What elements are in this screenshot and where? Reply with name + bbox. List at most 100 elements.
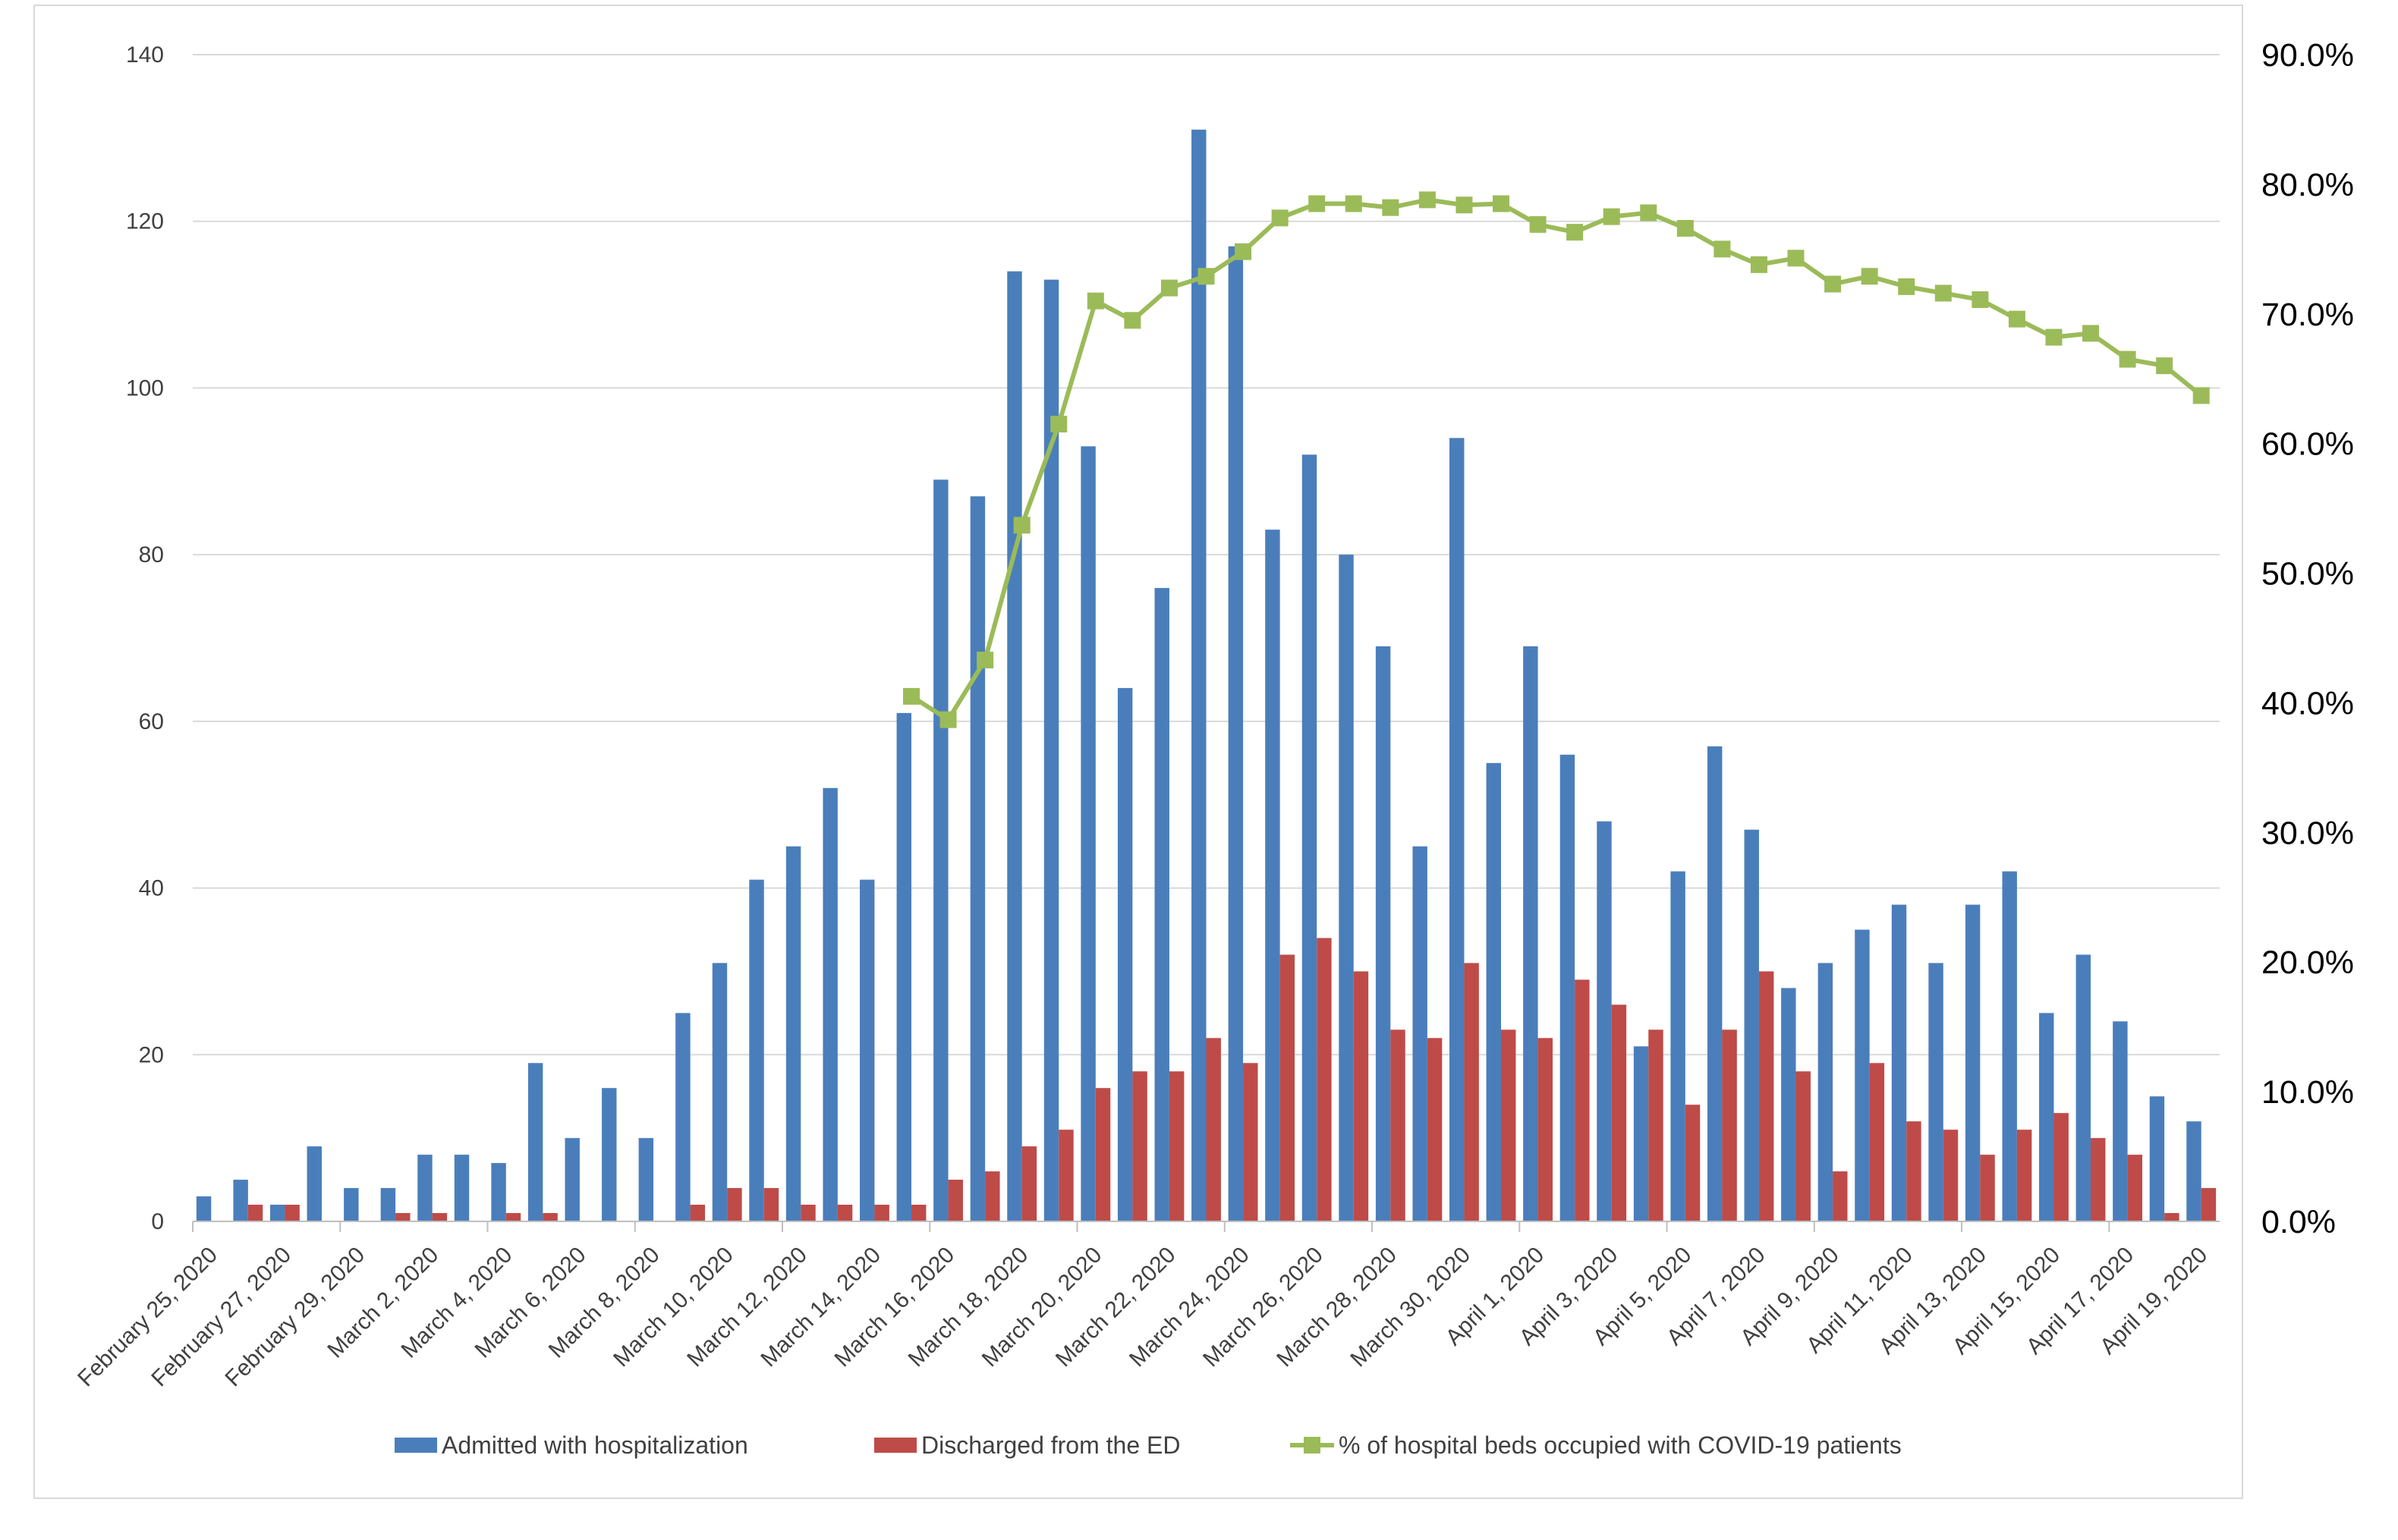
bar-discharged (2091, 1138, 2106, 1221)
occupancy-marker (902, 687, 920, 705)
y-tick-label: 100 (126, 376, 164, 401)
bar-discharged (1059, 1130, 1074, 1221)
bar-admitted (1707, 746, 1723, 1221)
bar-discharged (1869, 1063, 1885, 1221)
bar-admitted (1855, 929, 1870, 1221)
bar-admitted (344, 1188, 359, 1221)
legend-label: Discharged from the ED (921, 1432, 1180, 1459)
bar-discharged (763, 1188, 779, 1221)
legend-swatch-marker (1304, 1437, 1320, 1454)
legend-swatch (395, 1438, 437, 1453)
bar-admitted (1339, 555, 1354, 1221)
bar-discharged (247, 1205, 263, 1221)
y2-tick-label: 50.0% (2261, 556, 2354, 592)
bar-admitted (491, 1163, 506, 1221)
occupancy-marker (1235, 243, 1252, 260)
bar-admitted (1781, 988, 1796, 1221)
legend-swatch (874, 1438, 917, 1453)
bar-admitted (1744, 829, 1759, 1221)
occupancy-marker (1050, 416, 1068, 433)
bar-discharged (1722, 1029, 1737, 1221)
bar-discharged (1095, 1088, 1111, 1221)
bar-discharged (1537, 1038, 1553, 1221)
bar-discharged (543, 1213, 558, 1221)
bar-discharged (2164, 1213, 2179, 1221)
occupancy-marker (977, 652, 994, 669)
bar-discharged (985, 1171, 1000, 1221)
bar-admitted (1412, 846, 1427, 1221)
bar-discharged (1611, 1004, 1627, 1221)
bar-discharged (1943, 1130, 1959, 1221)
occupancy-marker (939, 711, 957, 728)
bar-discharged (1833, 1171, 1848, 1221)
y-tick-label: 40 (139, 876, 164, 901)
bar-admitted (1043, 279, 1059, 1222)
bar-admitted (1486, 762, 1502, 1221)
legend-label: Admitted with hospitalization (442, 1432, 748, 1459)
occupancy-marker (2119, 350, 2136, 368)
occupancy-marker (1824, 275, 1842, 293)
bar-admitted (1117, 687, 1133, 1221)
bar-admitted (1265, 530, 1280, 1221)
bar-discharged (505, 1213, 521, 1221)
occupancy-marker (1308, 195, 1326, 212)
bar-discharged (1464, 963, 1479, 1221)
occupancy-marker (1197, 268, 1215, 285)
y2-tick-label: 20.0% (2261, 944, 2354, 981)
bar-admitted (638, 1138, 654, 1221)
bar-discharged (727, 1188, 742, 1221)
bar-admitted (2149, 1096, 2165, 1221)
chart-frame (33, 5, 2243, 1499)
bar-admitted (196, 1196, 212, 1221)
y2-tick-label: 0.0% (2261, 1204, 2336, 1240)
bar-admitted (1154, 588, 1169, 1221)
occupancy-marker (1640, 204, 1657, 222)
occupancy-line-path (910, 197, 2203, 722)
bar-discharged (2016, 1130, 2032, 1221)
occupancy-line (902, 191, 2210, 728)
legend: Admitted with hospitalization Discharged … (395, 1432, 1902, 1459)
bar-admitted (2186, 1121, 2201, 1221)
bar-discharged (1501, 1029, 1516, 1221)
bar-discharged (432, 1213, 448, 1221)
bar-discharged (1575, 979, 1590, 1221)
occupancy-marker (1013, 517, 1031, 534)
y-tick-label: 120 (126, 209, 164, 234)
bar-admitted (1191, 129, 1207, 1221)
y-tick-label: 140 (126, 42, 164, 68)
bar-admitted (970, 496, 986, 1221)
bar-discharged (837, 1205, 853, 1221)
bar-discharged (1980, 1155, 1995, 1221)
occupancy-marker (1455, 196, 1473, 214)
bar-admitted (860, 879, 875, 1221)
bar-discharged (911, 1205, 927, 1221)
bar-admitted (269, 1205, 285, 1221)
occupancy-marker (1345, 195, 1362, 212)
occupancy-marker (1861, 268, 1878, 285)
y2-tick-label: 40.0% (2261, 685, 2354, 721)
bar-admitted (2075, 954, 2091, 1221)
occupancy-marker (2192, 387, 2210, 404)
bar-admitted (1891, 904, 1907, 1221)
occupancy-marker (1160, 279, 1178, 297)
x-tick-label: February 29, 2020 (221, 1243, 370, 1392)
bar-discharged (1169, 1071, 1185, 1221)
bar-admitted (749, 879, 764, 1221)
bar-admitted (933, 479, 949, 1221)
bar-admitted (454, 1155, 470, 1221)
occupancy-marker (1603, 208, 1620, 225)
bar-discharged (1243, 1063, 1258, 1221)
bar-discharged (395, 1213, 411, 1221)
bar-admitted (2113, 1021, 2128, 1221)
bar-discharged (1758, 971, 1774, 1221)
occupancy-marker (2082, 325, 2100, 342)
bar-discharged (2127, 1155, 2143, 1221)
bar-discharged (1795, 1071, 1811, 1221)
bar-admitted (233, 1180, 248, 1221)
x-tick-label: February 25, 2020 (73, 1243, 222, 1392)
bar-admitted (1928, 963, 1943, 1221)
occupancy-marker (1750, 256, 1767, 273)
occupancy-marker (2008, 310, 2025, 328)
bar-discharged (1021, 1146, 1037, 1221)
occupancy-marker (1493, 195, 1510, 212)
